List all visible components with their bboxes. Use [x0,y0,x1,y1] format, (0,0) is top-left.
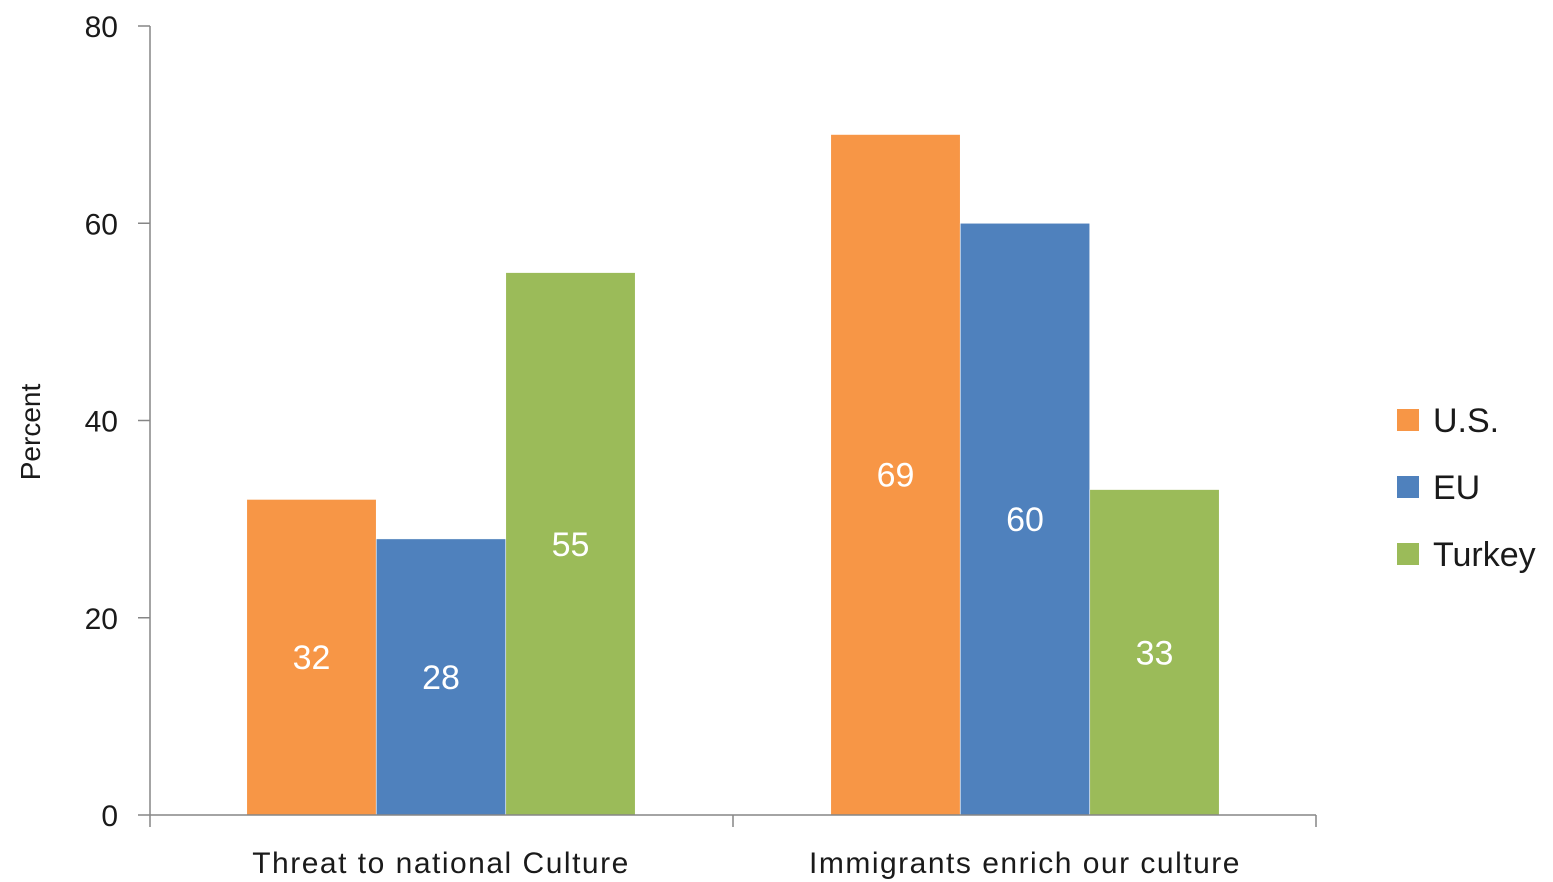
y-tick-label-40: 40 [85,406,118,439]
bars-group [246,134,1220,816]
data-labels-group: 32 28 55 69 60 33 [293,457,1174,697]
bar-turkey-2 [1089,489,1220,816]
x-category-label-1: Threat to national Culture [252,847,630,880]
legend-label-us: U.S. [1433,402,1499,440]
bar-us-1 [246,499,377,816]
legend-label-eu: EU [1433,469,1480,507]
y-axis-ticks: 0 20 40 60 80 [85,11,150,833]
y-tick-label-80: 80 [85,11,118,44]
x-category-label-2: Immigrants enrich our culture [809,847,1241,880]
y-tick-label-0: 0 [101,800,118,833]
bar-eu-1 [375,538,507,816]
legend: U.S. EU Turkey [1397,402,1536,574]
bar-eu-2 [959,222,1091,816]
legend-swatch-turkey [1397,543,1419,565]
legend-label-turkey: Turkey [1433,536,1536,574]
legend-swatch-eu [1397,476,1419,498]
y-axis-title: Percent [15,384,46,481]
bar-turkey-1 [505,272,636,816]
data-label-eu-2: 60 [1006,501,1044,539]
y-tick-label-60: 60 [85,208,118,241]
y-tick-label-20: 20 [85,603,118,636]
bar-us-2 [830,134,961,816]
data-label-us-2: 69 [877,457,915,495]
data-label-turkey-1: 55 [552,526,590,564]
data-label-us-1: 32 [293,639,331,677]
data-label-turkey-2: 33 [1136,634,1174,672]
legend-swatch-us [1397,409,1419,431]
x-axis-category-labels: Threat to national Culture Immigrants enr… [252,847,1241,880]
data-label-eu-1: 28 [422,659,460,697]
